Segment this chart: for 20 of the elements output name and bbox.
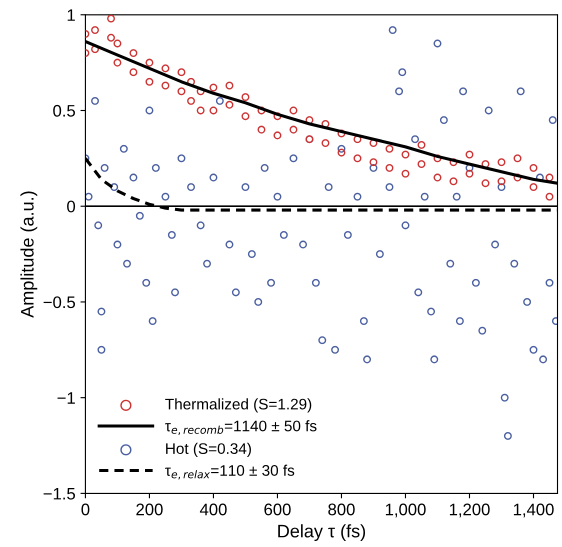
y-tick-label: 1 [68,9,75,21]
y-tick-label: −1.5 [44,488,76,500]
x-tick-label: 1,200 [450,504,490,518]
y-tick-label: 0.5 [53,104,76,117]
x-axis-title: Delay τ (fs) [278,524,366,542]
x-tick-label: 1,000 [386,504,426,518]
legend-label: Hot (S=0.34) [166,442,251,458]
x-tick-label: 0 [81,504,90,516]
y-tick-label: −1 [58,392,75,404]
legend-label: τ$_{e,recomb}$=1140 ± 50 fs [165,420,316,435]
x-tick-label: 200 [136,504,163,516]
x-tick-label: 800 [328,504,355,516]
y-tick-label: −0.5 [44,296,76,308]
x-tick-label: 600 [264,504,291,516]
legend-label: τ$_{e,relax}$=110 ± 30 fs [165,464,294,480]
legend-label: Thermalized (S=1.29) [165,398,312,413]
x-tick-label: 400 [200,504,227,516]
y-axis-title: Amplitude (a.u.) [20,191,38,318]
x-tick-label: 1,400 [514,504,554,518]
y-tick-label: 0 [67,200,76,212]
